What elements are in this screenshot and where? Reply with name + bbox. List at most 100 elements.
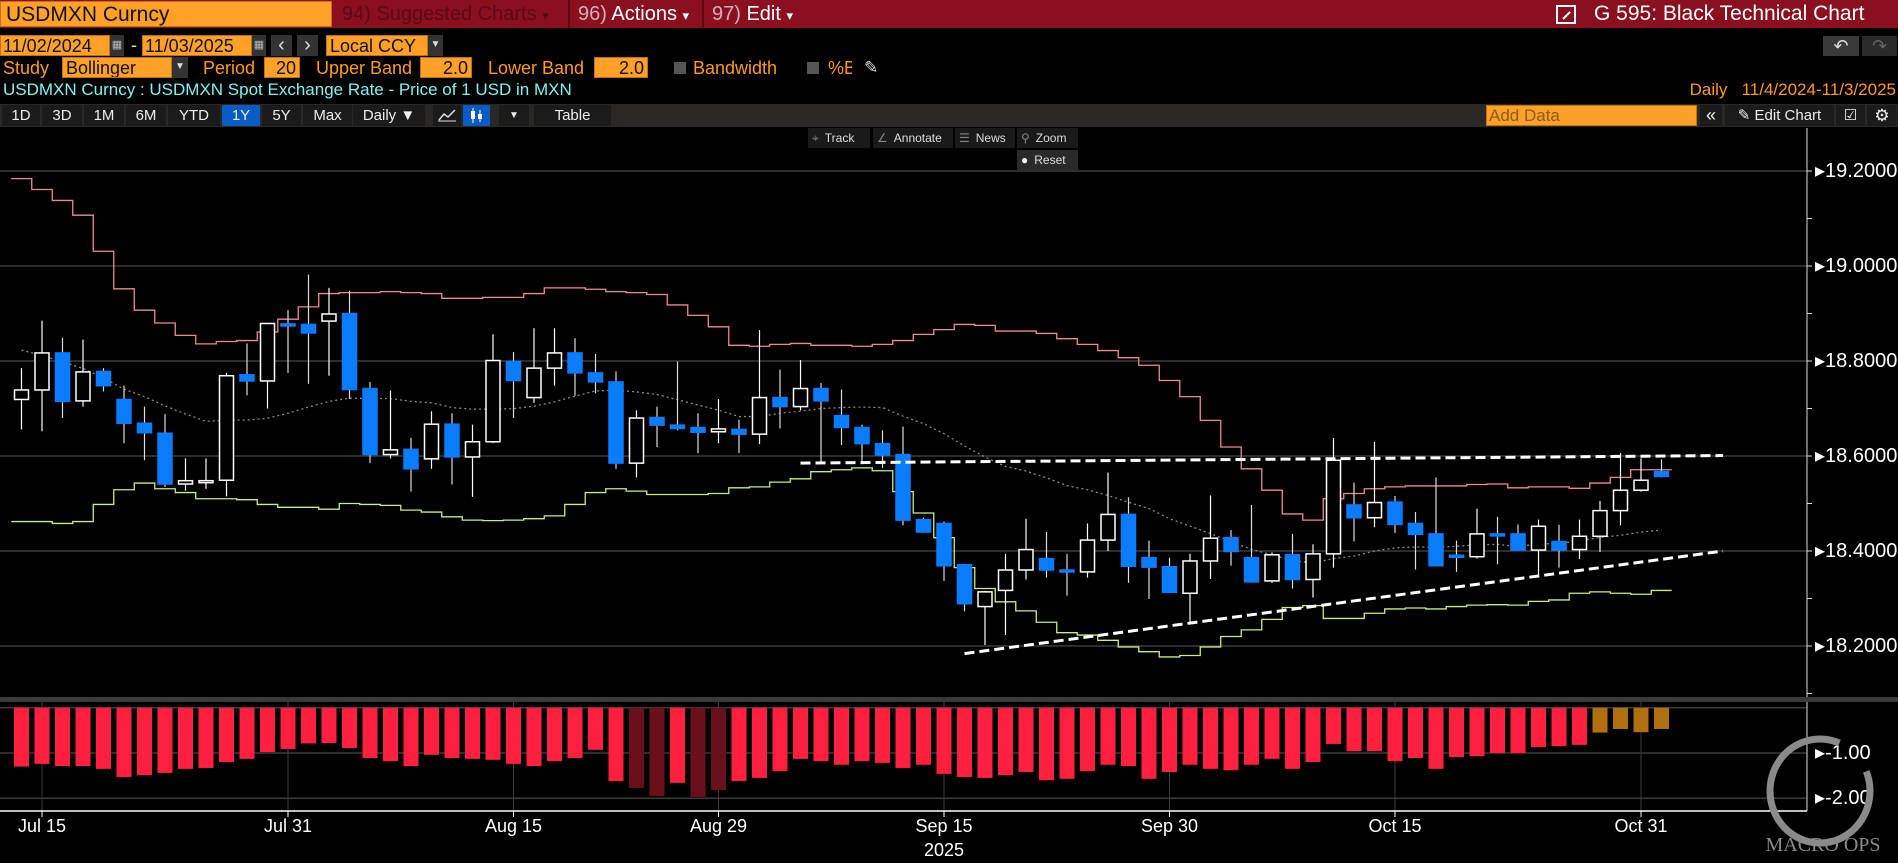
range-button-6m[interactable]: 6M bbox=[126, 105, 166, 126]
up-candle bbox=[792, 387, 809, 408]
down-candle bbox=[1223, 536, 1239, 553]
x-axis-label: Oct 15 bbox=[1368, 816, 1422, 836]
oscillator-bar bbox=[588, 707, 603, 750]
up-candle bbox=[546, 352, 563, 369]
caret-down-icon[interactable]: ▼ bbox=[428, 35, 443, 56]
next-period-button[interactable]: › bbox=[297, 35, 318, 56]
gear-icon[interactable]: ⚙ bbox=[1867, 105, 1897, 126]
oscillator-bar bbox=[342, 707, 357, 749]
checklist-icon[interactable]: ☑ bbox=[1836, 105, 1865, 126]
range-button-1d[interactable]: 1D bbox=[2, 105, 40, 126]
window-title: G 595: Black Technical Chart bbox=[1594, 2, 1865, 25]
track-button[interactable]: ⌖ Track bbox=[808, 128, 870, 148]
oscillator-bar bbox=[1551, 707, 1567, 747]
oscillator-bar bbox=[14, 707, 29, 767]
end-date-field[interactable]: 11/03/2025 bbox=[142, 35, 252, 56]
collapse-button[interactable]: « bbox=[1700, 105, 1722, 126]
currency-select[interactable]: Local CCY bbox=[326, 35, 428, 56]
ticker-input[interactable]: USDMXN Curncy bbox=[0, 1, 332, 27]
down-candle bbox=[1407, 522, 1424, 536]
external-link-icon[interactable] bbox=[1556, 5, 1576, 24]
oscillator-bar bbox=[1059, 707, 1075, 779]
oscillator-bar bbox=[731, 707, 747, 782]
oscillator-bar bbox=[1367, 707, 1382, 752]
add-data-input[interactable]: Add Data bbox=[1486, 105, 1697, 126]
start-date-field[interactable]: 11/02/2024 bbox=[0, 35, 110, 56]
bandwidth-checkbox[interactable] bbox=[674, 62, 686, 74]
security-description: USDMXN Curncy : USDMXN Spot Exchange Rat… bbox=[3, 80, 572, 99]
edit-chart-button[interactable]: ✎ Edit Chart bbox=[1725, 105, 1834, 126]
previous-period-button[interactable]: ‹ bbox=[271, 35, 292, 56]
oscillator-bar bbox=[567, 707, 583, 758]
up-candle bbox=[75, 371, 91, 402]
oscillator-bar bbox=[895, 707, 911, 768]
calendar-icon[interactable]: ▦ bbox=[110, 35, 124, 56]
line-chart-icon[interactable] bbox=[433, 105, 461, 126]
bandwidth-label: Bandwidth bbox=[693, 58, 778, 78]
magnifier-icon: ⚲ bbox=[1021, 131, 1030, 145]
oscillator-bar bbox=[1162, 707, 1177, 773]
zoom-button[interactable]: ⚲ Zoom bbox=[1017, 128, 1078, 148]
suggested-charts-menu[interactable]: 94) Suggested Charts ▾ bbox=[334, 0, 568, 28]
percent-b-label: %B bbox=[828, 58, 852, 78]
reset-icon: ● bbox=[1021, 153, 1029, 167]
range-button-5y[interactable]: 5Y bbox=[262, 105, 301, 126]
range-button-1y[interactable]: 1Y bbox=[222, 105, 260, 126]
oscillator-bar bbox=[1428, 707, 1444, 769]
period-label: Period bbox=[203, 58, 256, 78]
undo-button[interactable]: ↶ bbox=[1823, 36, 1859, 56]
oscillator-bar bbox=[1203, 707, 1218, 769]
caret-down-icon[interactable]: ▼ bbox=[172, 57, 188, 78]
oscillator-bar bbox=[1633, 707, 1649, 733]
up-candle bbox=[464, 441, 481, 458]
down-candle bbox=[915, 518, 932, 533]
table-button[interactable]: Table bbox=[534, 105, 611, 126]
pencil-icon[interactable]: ✎ bbox=[864, 58, 879, 77]
divider bbox=[702, 0, 704, 28]
range-button-1m[interactable]: 1M bbox=[84, 105, 124, 126]
chart-type-dropdown[interactable]: ▼ bbox=[499, 105, 529, 126]
news-button[interactable]: ☰ News bbox=[955, 128, 1015, 148]
oscillator-bar bbox=[1490, 707, 1505, 753]
oscillator-bar bbox=[157, 707, 173, 773]
x-axis-label: Aug 15 bbox=[484, 816, 543, 836]
candlestick-chart-icon[interactable] bbox=[463, 105, 490, 126]
oscillator-bar bbox=[854, 707, 870, 762]
up-candle bbox=[1612, 489, 1629, 512]
reset-button[interactable]: ● Reset bbox=[1017, 150, 1078, 170]
up-candle bbox=[13, 389, 30, 401]
up-candle bbox=[321, 313, 337, 322]
annotate-button[interactable]: ∠ Annotate bbox=[873, 128, 953, 148]
upper-band-field[interactable]: 2.0 bbox=[420, 57, 472, 78]
range-button-3d[interactable]: 3D bbox=[42, 105, 82, 126]
edit-menu[interactable]: 97) Edit ▾ bbox=[704, 0, 804, 28]
down-candle bbox=[895, 453, 911, 521]
period-field[interactable]: 20 bbox=[264, 57, 300, 78]
oscillator-bar bbox=[875, 707, 890, 763]
up-candle bbox=[1633, 479, 1649, 491]
range-button-ytd[interactable]: YTD bbox=[168, 105, 220, 126]
down-candle bbox=[1243, 556, 1260, 583]
up-candle bbox=[177, 479, 194, 485]
caret-down-icon: ▾ bbox=[682, 8, 690, 23]
up-candle bbox=[1366, 501, 1383, 519]
actions-menu[interactable]: 96) Actions ▾ bbox=[570, 0, 702, 28]
study-select[interactable]: Bollinger bbox=[62, 57, 172, 78]
down-candle bbox=[341, 312, 358, 391]
down-candle bbox=[649, 416, 665, 426]
down-candle bbox=[1284, 554, 1301, 581]
percent-b-checkbox[interactable] bbox=[807, 62, 819, 74]
calendar-icon[interactable]: ▦ bbox=[252, 35, 266, 56]
oscillator-bar bbox=[1510, 707, 1526, 753]
range-button-max[interactable]: Max bbox=[303, 105, 352, 126]
y-axis-label: ▸19.2000 bbox=[1815, 160, 1898, 182]
frequency-dropdown[interactable]: Daily ▼ bbox=[353, 105, 425, 126]
down-candle bbox=[854, 426, 870, 445]
redo-button[interactable]: ↷ bbox=[1862, 36, 1897, 56]
track-label: Track bbox=[824, 131, 855, 145]
up-candle bbox=[997, 569, 1014, 592]
upper-bollinger-band bbox=[11, 177, 1672, 521]
down-candle bbox=[956, 564, 973, 605]
lower-band-field[interactable]: 2.0 bbox=[594, 57, 648, 78]
